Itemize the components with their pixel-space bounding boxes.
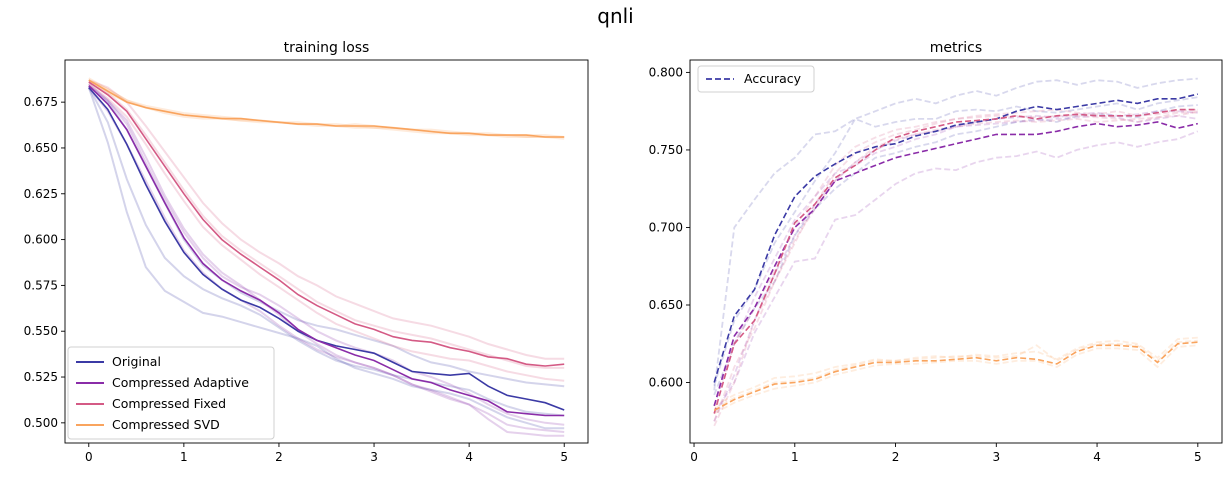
chart-2: metrics 0 1 2 3 4 5 0.600 0.650 0.700 0.750 0.800 Ac… bbox=[649, 40, 1223, 464]
x-tick-label: 1 bbox=[180, 450, 188, 464]
x-tick-label: 2 bbox=[892, 450, 900, 464]
legend-box bbox=[67, 346, 275, 440]
series-line bbox=[713, 341, 1198, 412]
x-tick-label: 3 bbox=[370, 450, 378, 464]
y-tick-label: 0.675 bbox=[24, 95, 58, 109]
series-run-line bbox=[713, 111, 1198, 422]
axes-frame bbox=[64, 59, 589, 444]
series-run-line bbox=[88, 81, 565, 369]
series-run-line bbox=[88, 83, 565, 382]
y-tick-label: 0.650 bbox=[24, 141, 58, 155]
plot-area bbox=[713, 77, 1199, 427]
legend-label: Compressed Adaptive bbox=[112, 375, 249, 390]
y-tick-label: 0.500 bbox=[24, 416, 58, 430]
y-tick-label: 0.525 bbox=[24, 370, 58, 384]
series-run-line bbox=[713, 130, 1199, 414]
series-line bbox=[713, 93, 1198, 383]
series-run-line bbox=[88, 83, 565, 433]
series-run-line bbox=[713, 114, 1198, 407]
series-line bbox=[713, 108, 1198, 414]
series-run-line bbox=[88, 84, 565, 426]
series-line bbox=[88, 81, 565, 367]
chart-1: training loss 0 1 2 3 4 5 0.500 0.525 0.550 0.575 0… bbox=[24, 40, 589, 464]
series-line bbox=[713, 121, 1198, 407]
legend-label: Original bbox=[112, 354, 161, 369]
series-run-line bbox=[713, 77, 1198, 391]
x-tick-label: 0 bbox=[85, 450, 93, 464]
series-run-line bbox=[88, 86, 565, 437]
series-run-line bbox=[88, 79, 565, 360]
figure-title: qnli bbox=[597, 4, 634, 28]
y-tick-label: 0.625 bbox=[24, 187, 58, 201]
axes-frame bbox=[689, 59, 1223, 444]
x-tick-label: 0 bbox=[690, 450, 698, 464]
x-tick-label: 4 bbox=[1093, 450, 1101, 464]
x-tick-label: 1 bbox=[791, 450, 799, 464]
legend-label: Compressed Fixed bbox=[112, 396, 226, 411]
series-run-line bbox=[713, 344, 1198, 415]
series-line bbox=[88, 85, 565, 417]
y-tick-label: 0.650 bbox=[649, 298, 683, 312]
series-run-line bbox=[87, 87, 565, 417]
series-run-line bbox=[88, 79, 565, 138]
y-tick-label: 0.600 bbox=[649, 376, 683, 390]
series-run-line bbox=[713, 336, 1198, 407]
series-line bbox=[88, 86, 565, 411]
plot-area bbox=[87, 77, 565, 437]
series-run-line bbox=[713, 339, 1198, 410]
x-tick-label: 5 bbox=[1194, 450, 1202, 464]
series-run-line bbox=[713, 110, 1198, 422]
series-run-line bbox=[713, 104, 1198, 396]
chart-title: training loss bbox=[284, 40, 370, 56]
legend-label: Compressed SVD bbox=[112, 417, 220, 432]
y-tick-label: 0.550 bbox=[24, 324, 58, 338]
series-run-line bbox=[87, 87, 565, 430]
y-tick-label: 0.600 bbox=[24, 233, 58, 247]
y-tick-label: 0.800 bbox=[649, 65, 683, 79]
x-tick-label: 2 bbox=[275, 450, 283, 464]
legend-label: Accuracy bbox=[744, 71, 802, 86]
legend: Original Compressed Adaptive Compressed Fi… bbox=[67, 346, 275, 440]
series-run-line bbox=[713, 96, 1198, 386]
chart-title: metrics bbox=[930, 40, 982, 56]
x-tick-label: 5 bbox=[560, 450, 568, 464]
y-tick-label: 0.575 bbox=[24, 278, 58, 292]
y-tick-label: 0.750 bbox=[649, 143, 683, 157]
series-run-line bbox=[88, 84, 565, 388]
x-tick-label: 3 bbox=[992, 450, 1000, 464]
y-tick-label: 0.700 bbox=[649, 220, 683, 234]
series-run-line bbox=[713, 110, 1199, 427]
x-tick-label: 4 bbox=[465, 450, 473, 464]
legend-box bbox=[697, 65, 815, 93]
series-line bbox=[88, 79, 565, 138]
legend: Accuracy bbox=[697, 65, 815, 93]
